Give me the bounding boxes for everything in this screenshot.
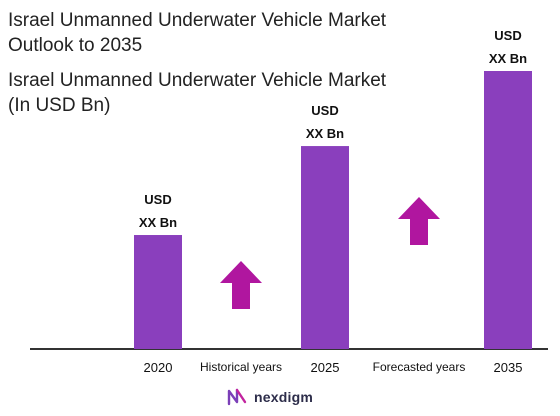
period-label-2: Forecasted years [373, 360, 466, 374]
bar-2035 [484, 71, 532, 349]
growth-arrow-historical-icon [220, 261, 262, 309]
x-tick-label-2025: 2025 [311, 360, 340, 375]
x-tick-label-2035: 2035 [494, 360, 523, 375]
chart-title-line-2: Outlook to 2035 [8, 35, 143, 56]
bar-value-label-2035-1: USD [494, 28, 521, 43]
bar-value-label-2025-1: USD [311, 103, 338, 118]
chart-title-line-1: Israel Unmanned Underwater Vehicle Marke… [8, 10, 387, 31]
period-label-1: Historical years [200, 360, 282, 374]
growth-arrow-forecast-icon [398, 197, 440, 245]
bar-value-label-2035-2: XX Bn [489, 51, 527, 66]
chart-title: Israel Unmanned Underwater Vehicle Marke… [8, 8, 386, 58]
chart-subtitle: Israel Unmanned Underwater Vehicle Marke… [8, 68, 386, 118]
bar-2020 [134, 235, 182, 349]
x-tick-label-2020: 2020 [144, 360, 173, 375]
chart-subtitle-line-2: (In USD Bn) [8, 95, 111, 116]
bar-value-label-2020-2: XX Bn [139, 215, 177, 230]
logo-text: nexdigm [254, 389, 313, 405]
chart-subtitle-line-1: Israel Unmanned Underwater Vehicle Marke… [8, 70, 387, 91]
bar-value-label-2025-2: XX Bn [306, 126, 344, 141]
bar-value-label-2020-1: USD [144, 192, 171, 207]
nexdigm-logo-icon [227, 388, 247, 406]
logo: nexdigm [226, 387, 313, 407]
bar-2025 [301, 146, 349, 349]
